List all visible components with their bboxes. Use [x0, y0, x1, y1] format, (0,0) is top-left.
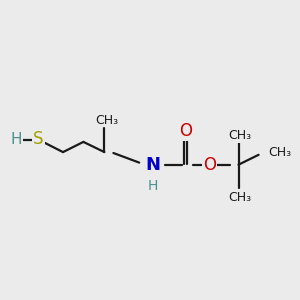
Text: H: H: [11, 132, 22, 147]
Text: H: H: [147, 179, 158, 193]
Text: N: N: [145, 156, 160, 174]
Text: O: O: [203, 156, 216, 174]
Text: CH₃: CH₃: [95, 113, 118, 127]
Text: CH₃: CH₃: [268, 146, 291, 160]
Text: CH₃: CH₃: [228, 129, 252, 142]
Text: S: S: [33, 130, 44, 148]
Text: CH₃: CH₃: [228, 191, 252, 204]
Text: O: O: [179, 122, 192, 140]
